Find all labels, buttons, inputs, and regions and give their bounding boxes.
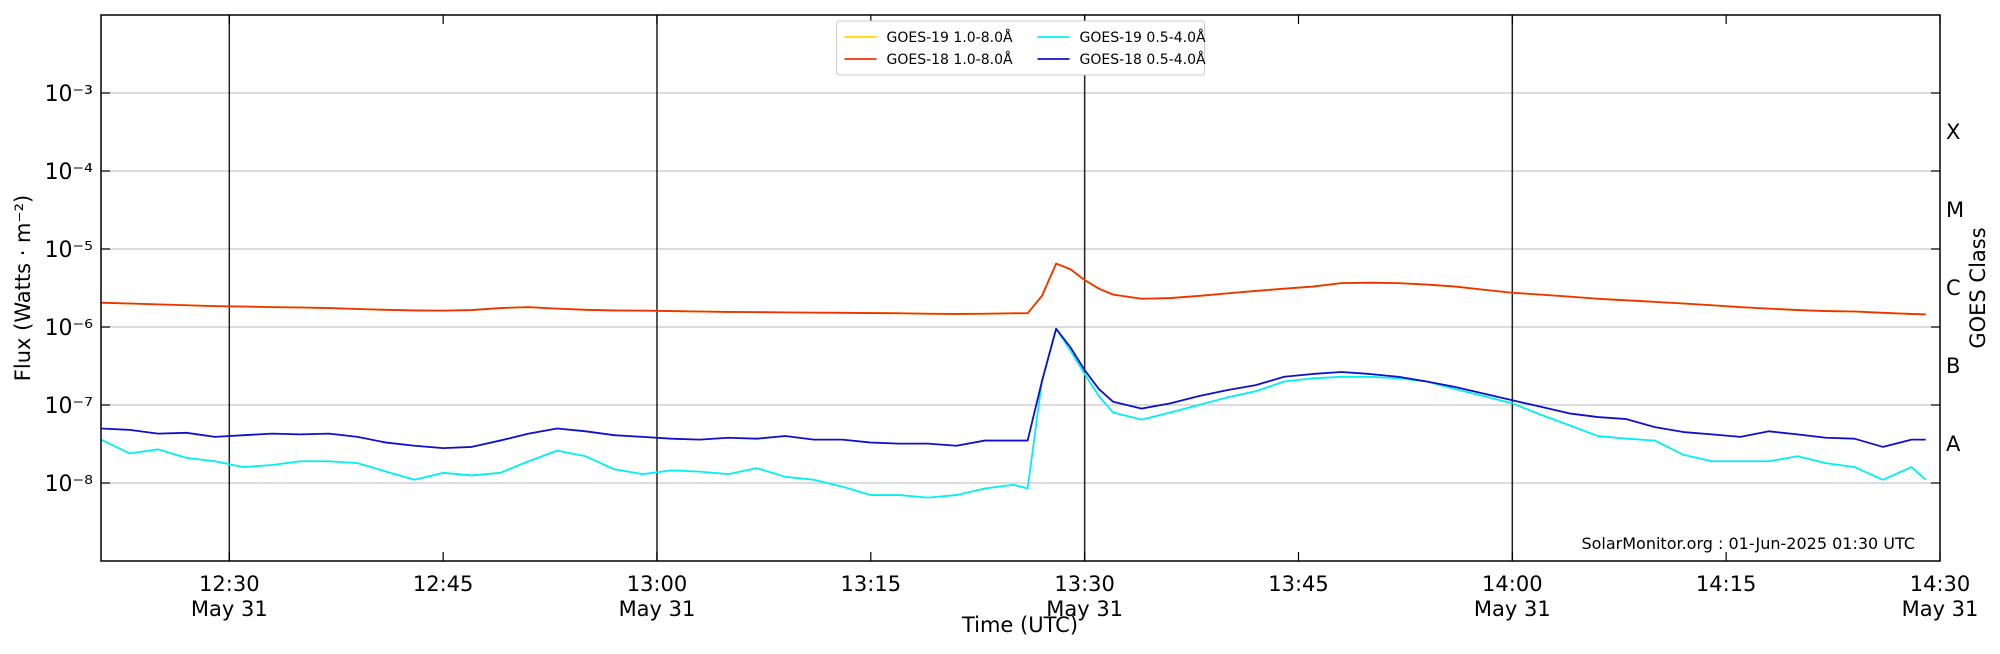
- x-tick-sublabel: May 31: [191, 597, 268, 621]
- legend: GOES-19 1.0-8.0Å GOES-18 1.0-8.0Å GOES-19 …: [836, 20, 1206, 76]
- plot-frame: [100, 14, 1941, 562]
- x-tick-label: 14:30: [1910, 572, 1971, 596]
- x-tick-label: 13:45: [1268, 572, 1329, 596]
- x-tick-sublabel: May 31: [619, 597, 696, 621]
- y-tick-label: 10⁻⁴: [45, 160, 94, 185]
- y-tick-label: 10⁻⁶: [45, 316, 94, 341]
- x-tick-sublabel: May 31: [1474, 597, 1551, 621]
- x-tick-label: 13:00: [627, 572, 688, 596]
- y2-tick-label: C: [1946, 276, 1961, 300]
- x-tick-label: 14:00: [1482, 572, 1543, 596]
- x-tick-label: 14:15: [1696, 572, 1757, 596]
- x-tick-label: 12:30: [199, 572, 260, 596]
- series-line: [100, 262, 1926, 316]
- y-tick-label: 10⁻⁵: [45, 238, 93, 263]
- y2-tick-label: A: [1946, 432, 1961, 456]
- legend-label: GOES-18 0.5-4.0Å: [1080, 51, 1206, 68]
- y2-tick-label: M: [1946, 198, 1964, 222]
- x-tick-label: 13:15: [841, 572, 902, 596]
- y2-tick-label: B: [1946, 354, 1960, 378]
- annotation: SolarMonitor.org : 01-Jun-2025 01:30 UTC: [1581, 534, 1915, 553]
- y-axis-label: Flux (Watts · m⁻²): [11, 195, 35, 381]
- legend-box: [836, 20, 1205, 76]
- legend-label: GOES-19 0.5-4.0Å: [1080, 29, 1206, 46]
- x-tick-label: 12:45: [413, 572, 474, 596]
- legend-label: GOES-19 1.0-8.0Å: [887, 29, 1013, 46]
- series-line: [100, 327, 1926, 450]
- x-axis-label: Time (UTC): [961, 613, 1078, 637]
- y2-axis-label: GOES Class: [1966, 227, 1990, 348]
- x-tick-label: 13:30: [1054, 572, 1115, 596]
- legend-label: GOES-18 1.0-8.0Å: [887, 51, 1013, 68]
- x-tick-sublabel: May 31: [1902, 597, 1979, 621]
- y-tick-label: 10⁻⁷: [45, 394, 93, 419]
- y2-tick-label: X: [1946, 120, 1960, 144]
- y-tick-label: 10⁻³: [45, 82, 93, 107]
- x-tick-sublabel: May 31: [1046, 597, 1123, 621]
- y-tick-label: 10⁻⁸: [45, 472, 94, 497]
